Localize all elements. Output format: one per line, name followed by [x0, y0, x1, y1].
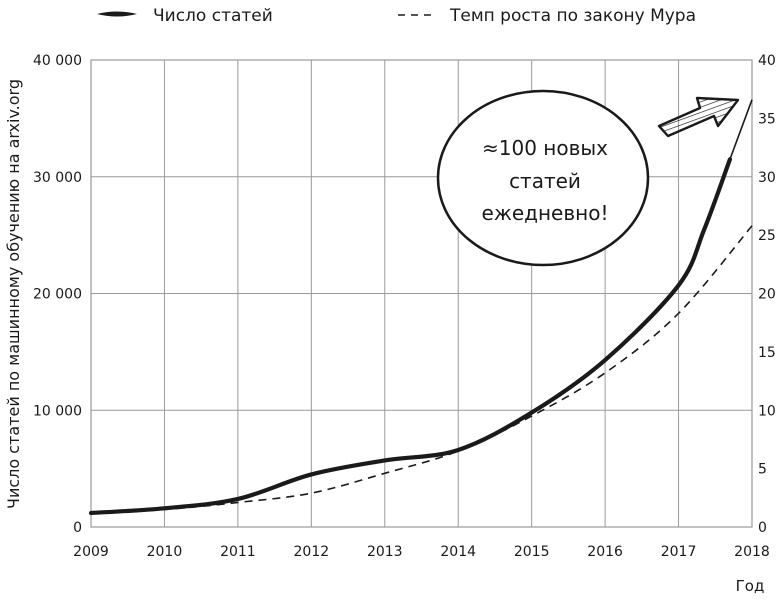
x-tick-label: 2009 — [73, 544, 109, 560]
articles-count-series-line — [88, 157, 733, 516]
x-tick-label: 2012 — [294, 544, 330, 560]
articles-count-series-tail — [729, 99, 753, 160]
left-tick-label: 0 — [73, 520, 82, 536]
right-tick-label: 5 — [758, 462, 767, 478]
right-tick-label: 40 — [758, 53, 776, 69]
legend: Число статей Темп роста по закону Мура — [97, 6, 696, 26]
x-tick-label: 2016 — [587, 544, 623, 560]
left-tick-label: 40 000 — [33, 53, 82, 69]
right-tick-label: 25 — [758, 228, 776, 244]
annotation-line-2: статей — [509, 169, 581, 193]
x-axis: 2009 2010 2011 2012 2013 2014 2015 2016 2017 2018 — [73, 544, 770, 560]
right-tick-label: 10 — [758, 403, 776, 419]
left-y-axis: 0 10 000 20 000 30 000 40 000 — [33, 53, 82, 536]
x-tick-label: 2011 — [220, 544, 256, 560]
annotation-line-1: ≈100 новых — [482, 136, 608, 160]
x-tick-label: 2014 — [440, 544, 476, 560]
annotation-ellipse — [436, 89, 650, 267]
annotation-bubble: ≈100 новых статей ежедневно! — [436, 89, 650, 267]
legend-dashed-label: Темп роста по закону Мура — [449, 6, 696, 26]
arrow-up-right-icon — [657, 96, 740, 138]
x-axis-label: Год — [736, 577, 765, 595]
right-tick-label: 15 — [758, 345, 776, 361]
left-tick-label: 30 000 — [33, 170, 82, 186]
x-tick-label: 2015 — [514, 544, 550, 560]
legend-solid-label: Число статей — [153, 6, 273, 26]
x-tick-label: 2013 — [367, 544, 403, 560]
right-tick-label: 30 — [758, 170, 776, 186]
x-tick-label: 2018 — [734, 544, 770, 560]
right-tick-label: 35 — [758, 111, 776, 127]
x-tick-label: 2017 — [661, 544, 697, 560]
right-y-axis: 0 5 10 15 20 25 30 35 40 — [758, 53, 776, 536]
annotation-line-3: ежедневно! — [482, 201, 609, 225]
y-axis-label: Число статей по машинному обучению на ar… — [4, 79, 23, 509]
plot-frame — [90, 59, 753, 528]
x-tick-label: 2010 — [147, 544, 183, 560]
moore-law-series-line — [90, 225, 753, 514]
left-tick-label: 20 000 — [33, 287, 82, 303]
right-tick-label: 20 — [758, 287, 776, 303]
right-tick-label: 0 — [758, 520, 767, 536]
left-tick-label: 10 000 — [33, 403, 82, 419]
legend-solid-swatch — [97, 11, 137, 17]
